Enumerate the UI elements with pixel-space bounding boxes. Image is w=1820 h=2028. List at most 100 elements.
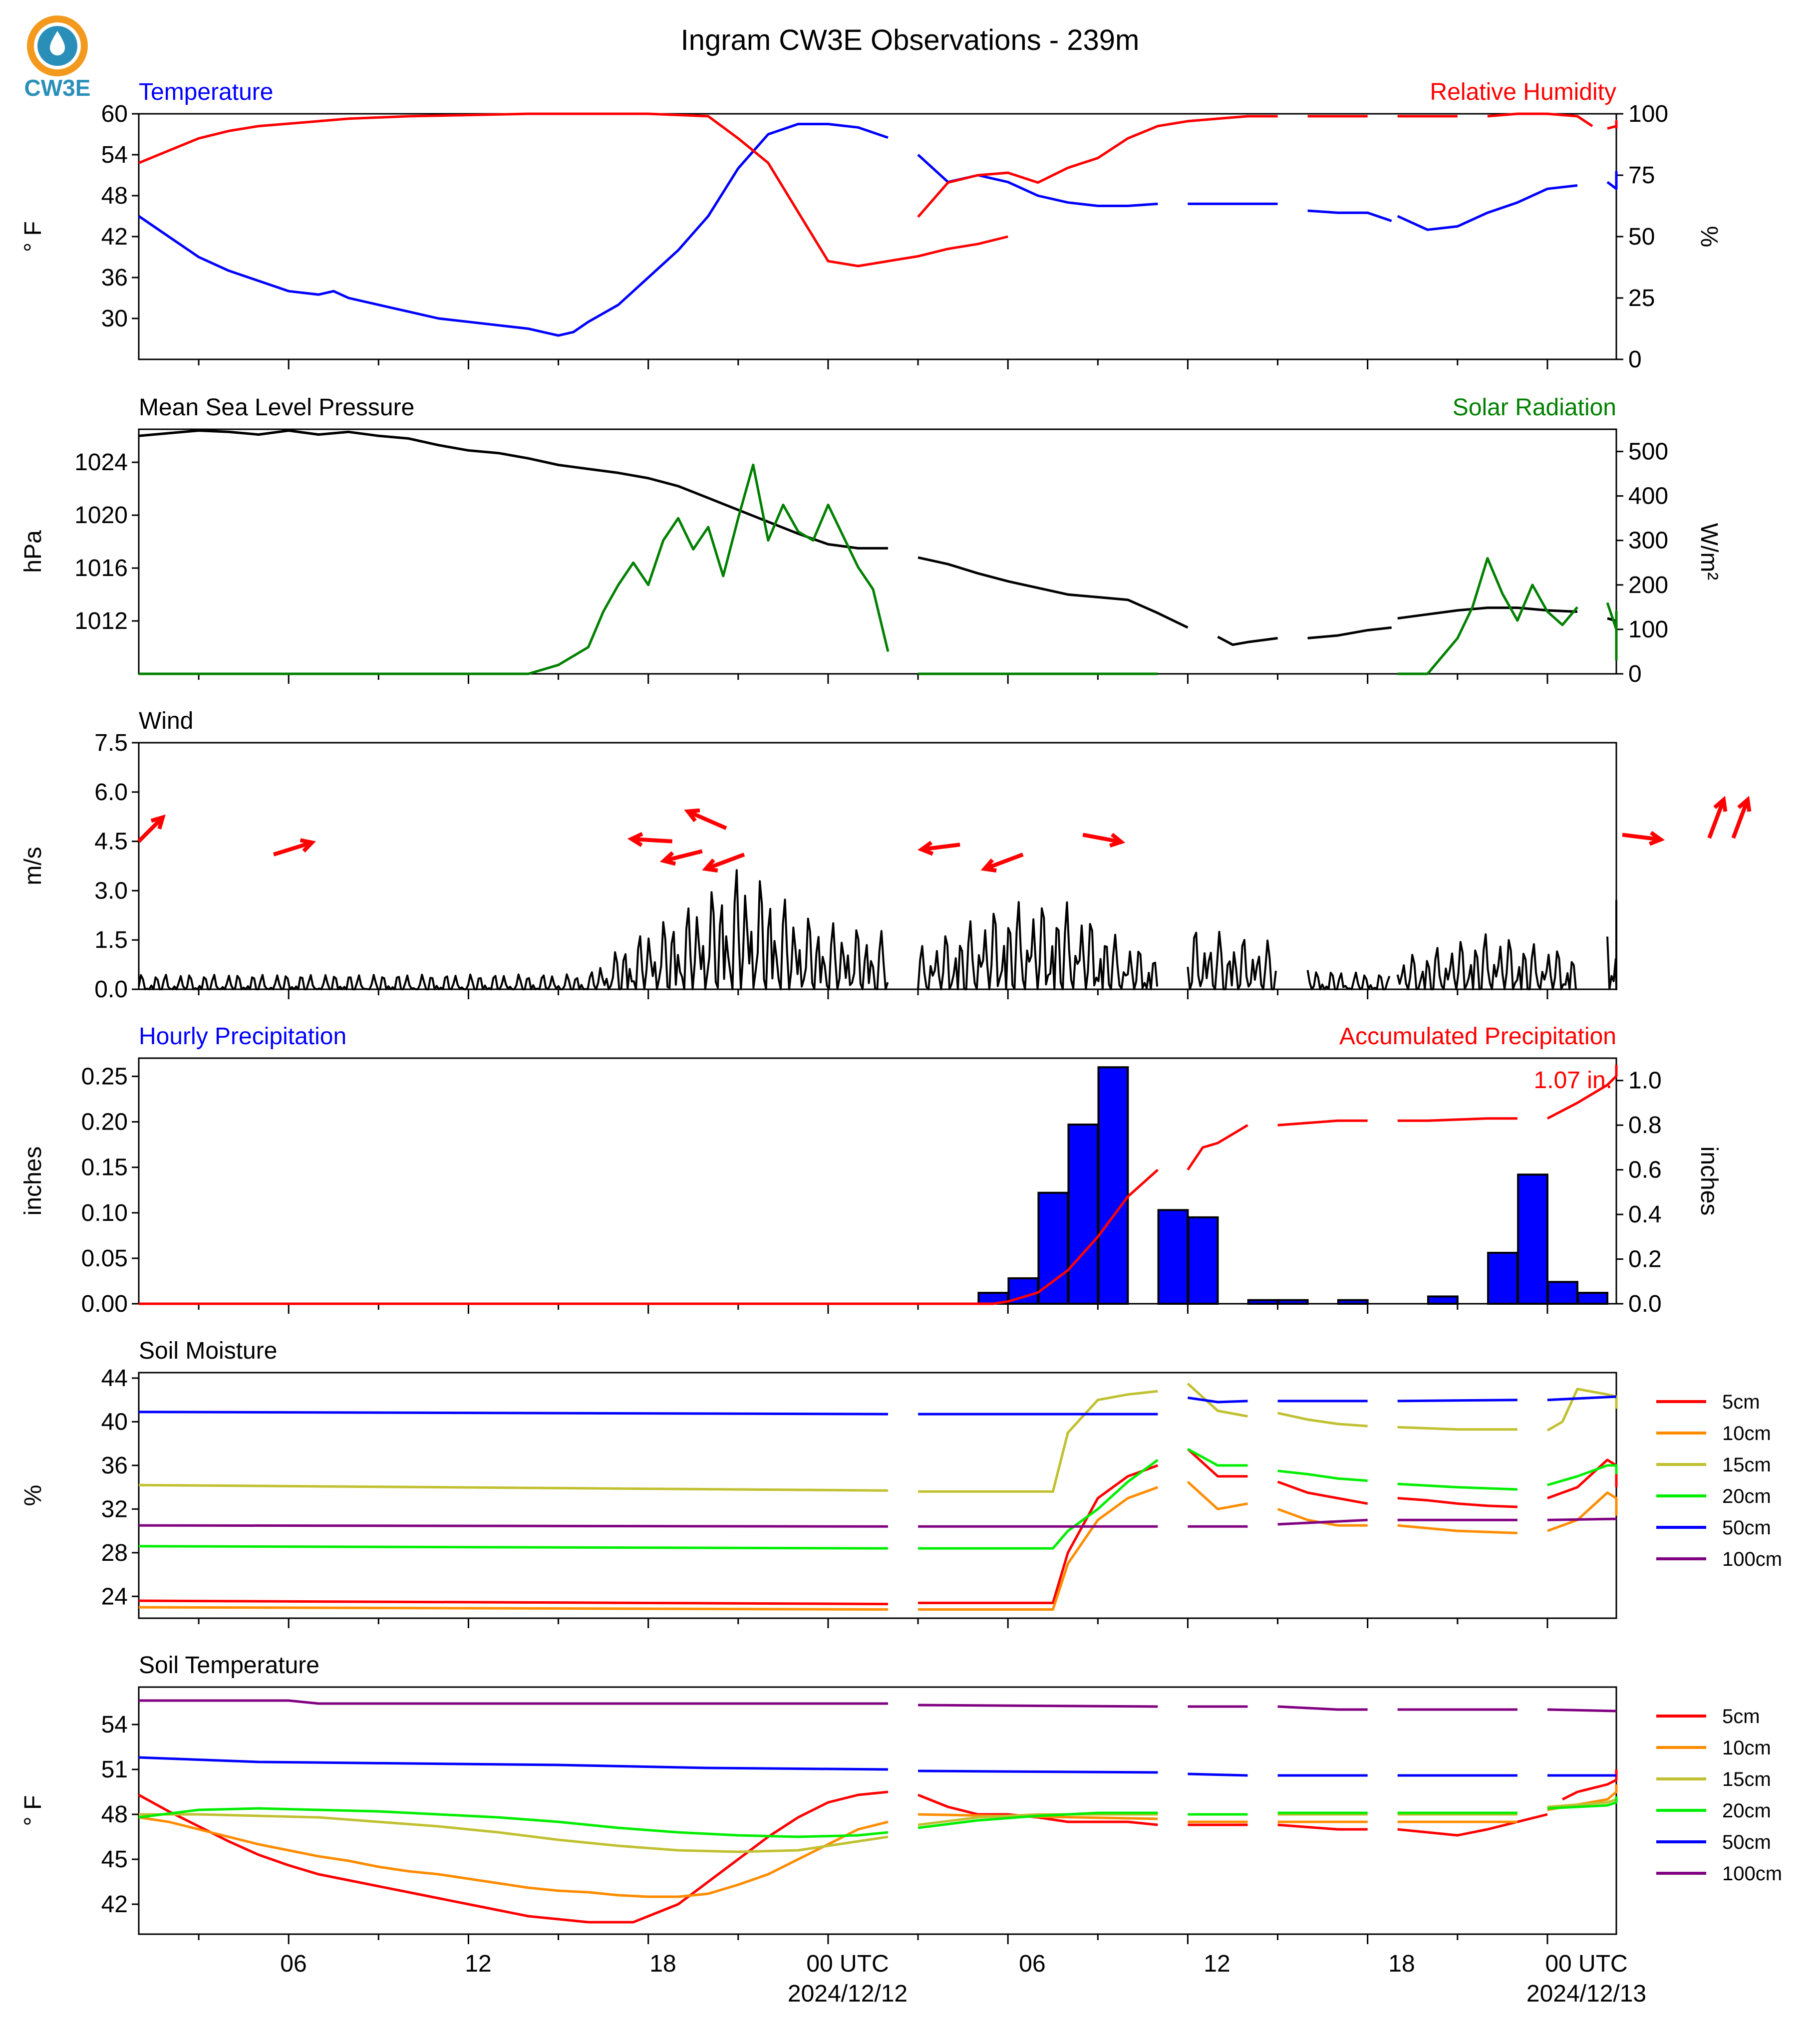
- legend-label: 50cm: [1722, 1831, 1771, 1853]
- series-line: [1277, 1412, 1368, 1428]
- y-tick-label: 0.25: [81, 1063, 128, 1090]
- series-line: [1547, 1464, 1618, 1486]
- axis-label: ° F: [20, 1795, 46, 1826]
- wind-arrow-head: [300, 838, 316, 853]
- y-tick-label-right: 50: [1628, 224, 1655, 250]
- y-tick-label: 0.10: [81, 1200, 128, 1226]
- wind-arrow-head: [917, 841, 934, 856]
- series-line: [1187, 1448, 1248, 1467]
- water-drop-icon: [50, 31, 65, 55]
- legend-label: 5cm: [1722, 1391, 1760, 1413]
- legend-label: 5cm: [1722, 1706, 1760, 1728]
- wind-speed-line: [1606, 899, 1617, 990]
- y-tick-label: 48: [101, 1801, 128, 1828]
- y-tick-label: 1020: [74, 502, 128, 529]
- series-line: [1547, 1798, 1617, 1808]
- series-line: [1547, 1517, 1617, 1521]
- y-tick-label: 60: [101, 101, 128, 127]
- legend-label: 20cm: [1722, 1485, 1771, 1507]
- wind-arrow-head: [150, 814, 166, 830]
- series-line: [1397, 1482, 1517, 1491]
- wind-arrow: [663, 849, 703, 863]
- wind-arrow-head: [1737, 796, 1752, 812]
- accum-annotation: 1.07 in.: [1534, 1067, 1612, 1094]
- y-tick-label: 42: [101, 224, 128, 250]
- legend: 5cm 10cm 15cm 20cm 50cm 100cm: [1656, 1391, 1782, 1570]
- accum-precip-line: [139, 1168, 1159, 1305]
- panel-title-left: Soil Moisture: [139, 1338, 277, 1364]
- series-line: [138, 429, 888, 550]
- panel-wind: Wind 7.5 6.0 4.5 3.0 1.5 0.0 m/s: [20, 708, 1752, 1003]
- wind-arrow-head: [684, 808, 700, 823]
- y-tick-label: 42: [101, 1891, 128, 1918]
- series-line: [1547, 1796, 1618, 1810]
- series-line: [138, 1790, 889, 1924]
- series-line: [1397, 1813, 1548, 1837]
- y-tick-label: 36: [101, 1452, 128, 1479]
- legend-label: 50cm: [1722, 1517, 1771, 1539]
- axis-label: %: [20, 1485, 46, 1506]
- precip-bar: [1337, 1299, 1369, 1305]
- axis-label: inches: [20, 1147, 46, 1216]
- y-tick-label: 28: [101, 1540, 128, 1566]
- y-tick-label: 1012: [74, 608, 128, 634]
- y-tick-label: 51: [101, 1756, 128, 1783]
- precip-bar: [1247, 1299, 1279, 1305]
- series-line: [1397, 1426, 1517, 1431]
- axis-label: m/s: [20, 847, 46, 885]
- wind-arrow-head: [702, 858, 718, 873]
- legend: 5cm 10cm 15cm 20cm 50cm 100cm: [1656, 1706, 1782, 1885]
- accum-precip-line: [1187, 1124, 1248, 1170]
- panel-soil_temperature: Soil Temperature 54 51 48 45 42 ° F 5cm 10cm 15cm…: [20, 1652, 1782, 1944]
- series-line: [1188, 1396, 1248, 1404]
- series-line: [138, 1816, 889, 1898]
- wind-arrow-head: [627, 832, 643, 847]
- wind-arrow-head: [1713, 796, 1728, 812]
- wind-arrow-head: [980, 858, 997, 873]
- series-line: [1187, 1480, 1248, 1510]
- series-line: [918, 1390, 1158, 1493]
- wind-speed-line: [1187, 930, 1277, 990]
- date-label: 2024/12/13: [1526, 1981, 1646, 2007]
- precip-bar: [1277, 1299, 1309, 1305]
- series-line: [139, 463, 890, 675]
- wind-arrow: [1707, 799, 1726, 839]
- y-tick-label-right: 200: [1628, 572, 1668, 598]
- series-line: [1561, 1769, 1618, 1801]
- series-line: [1546, 1388, 1618, 1432]
- wind-arrow: [631, 837, 672, 844]
- axis-label: %: [1696, 226, 1722, 248]
- series-line: [917, 115, 1278, 218]
- x-tick-label: 18: [649, 1951, 676, 1977]
- wind-arrow: [687, 809, 727, 830]
- y-tick-label-right: 75: [1628, 162, 1655, 189]
- series-line: [138, 1807, 889, 1838]
- precip-bar: [1157, 1209, 1189, 1305]
- panel-title-right: Relative Humidity: [1430, 79, 1616, 105]
- y-tick-label-right: 0.4: [1628, 1201, 1662, 1228]
- series-line: [1188, 1772, 1248, 1777]
- panel-title-left: Temperature: [139, 79, 273, 105]
- series-line: [138, 1599, 889, 1606]
- series-line: [1547, 1491, 1618, 1532]
- y-tick-label: 0.00: [81, 1291, 128, 1317]
- wind-arrow: [921, 843, 960, 852]
- x-tick-label: 12: [465, 1951, 491, 1977]
- y-tick-label-right: 300: [1628, 528, 1668, 554]
- series-line: [917, 1811, 1158, 1829]
- axis-label: inches: [1696, 1147, 1722, 1216]
- x-tick-label: 12: [1204, 1951, 1230, 1977]
- series-line: [1277, 1705, 1368, 1711]
- logo-ring: [27, 15, 88, 76]
- x-tick-label: 00 UTC: [1545, 1951, 1627, 1977]
- panel-title-right: Accumulated Precipitation: [1339, 1023, 1616, 1050]
- y-tick-label: 48: [101, 183, 128, 209]
- series-line: [918, 1704, 1158, 1708]
- legend-label: 20cm: [1722, 1800, 1771, 1822]
- x-axis-labels: 06 12 18 00 UTC 06 12 18 00 UTC 2024/12/…: [280, 1951, 1646, 2007]
- axis-label: hPa: [20, 530, 46, 573]
- y-tick-label-right: 100: [1628, 616, 1668, 643]
- panel-pressure_solar: Mean Sea Level Pressure Solar Radiation 10…: [20, 394, 1722, 687]
- y-tick-label: 54: [101, 142, 128, 168]
- series-line: [1487, 112, 1593, 127]
